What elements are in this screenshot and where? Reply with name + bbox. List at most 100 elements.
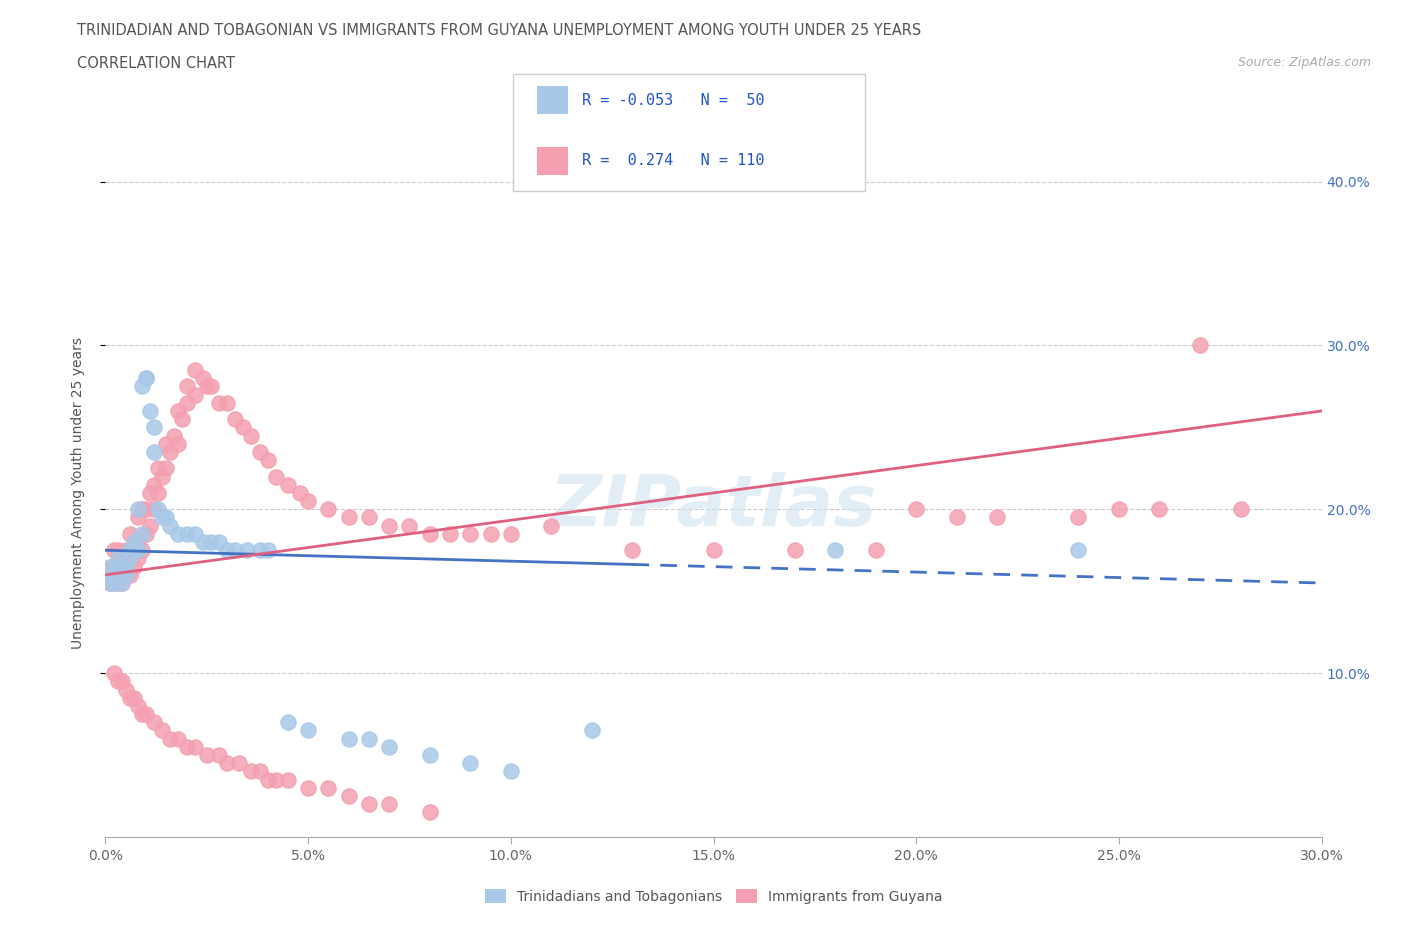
Point	[217, 756, 239, 771]
Point	[256, 543, 278, 558]
Text: CORRELATION CHART: CORRELATION CHART	[77, 56, 235, 71]
Point	[419, 526, 441, 541]
Point	[357, 797, 380, 812]
Point	[176, 379, 198, 393]
Point	[499, 526, 522, 541]
Point	[127, 510, 149, 525]
Point	[208, 535, 231, 550]
Point	[98, 576, 121, 591]
Point	[240, 428, 263, 443]
Point	[139, 485, 162, 500]
Point	[146, 485, 169, 500]
Point	[155, 510, 177, 525]
Point	[183, 387, 205, 402]
Point	[114, 567, 136, 582]
Text: R = -0.053   N =  50: R = -0.053 N = 50	[582, 93, 765, 108]
Point	[217, 395, 239, 410]
Point	[107, 551, 129, 565]
Point	[131, 526, 153, 541]
Point	[419, 748, 441, 763]
Point	[155, 461, 177, 476]
Point	[318, 502, 340, 517]
Point	[146, 502, 169, 517]
Point	[277, 715, 299, 730]
Legend: Trinidadians and Tobagonians, Immigrants from Guyana: Trinidadians and Tobagonians, Immigrants…	[479, 884, 948, 910]
Point	[143, 502, 166, 517]
Point	[172, 412, 194, 427]
Point	[183, 526, 205, 541]
Point	[135, 526, 157, 541]
Point	[195, 379, 218, 393]
Point	[232, 420, 254, 435]
Text: TRINIDADIAN AND TOBAGONIAN VS IMMIGRANTS FROM GUYANA UNEMPLOYMENT AMONG YOUTH UN: TRINIDADIAN AND TOBAGONIAN VS IMMIGRANTS…	[77, 23, 921, 38]
Point	[905, 502, 928, 517]
Point	[479, 526, 502, 541]
Point	[337, 789, 360, 804]
Text: Source: ZipAtlas.com: Source: ZipAtlas.com	[1237, 56, 1371, 69]
Point	[118, 567, 141, 582]
Point	[419, 805, 441, 820]
Point	[297, 494, 319, 509]
Point	[208, 395, 231, 410]
Point	[143, 477, 166, 492]
Point	[458, 526, 481, 541]
Point	[127, 535, 149, 550]
Point	[439, 526, 461, 541]
Point	[114, 567, 136, 582]
Point	[195, 748, 218, 763]
Point	[337, 510, 360, 525]
Point	[176, 526, 198, 541]
Point	[103, 567, 125, 582]
Point	[163, 428, 186, 443]
Point	[118, 543, 141, 558]
Point	[131, 707, 153, 722]
Point	[458, 756, 481, 771]
Point	[702, 543, 725, 558]
Point	[139, 404, 162, 418]
Point	[167, 436, 190, 451]
Point	[98, 559, 121, 574]
Point	[135, 371, 157, 386]
Point	[114, 682, 136, 697]
Point	[131, 502, 153, 517]
Point	[111, 576, 134, 591]
Point	[155, 436, 177, 451]
Point	[107, 559, 129, 574]
Point	[277, 772, 299, 787]
Point	[107, 674, 129, 689]
Point	[499, 764, 522, 779]
Point	[107, 543, 129, 558]
Point	[118, 551, 141, 565]
Point	[127, 543, 149, 558]
Point	[621, 543, 644, 558]
Point	[143, 420, 166, 435]
Point	[143, 445, 166, 459]
Point	[107, 567, 129, 582]
Point	[135, 502, 157, 517]
Point	[1108, 502, 1130, 517]
Point	[150, 723, 173, 737]
Point	[256, 772, 278, 787]
Point	[111, 559, 134, 574]
Point	[122, 543, 145, 558]
Point	[159, 731, 181, 746]
Point	[122, 559, 145, 574]
Point	[122, 535, 145, 550]
Point	[114, 543, 136, 558]
Point	[249, 445, 271, 459]
Point	[357, 731, 380, 746]
Point	[150, 469, 173, 484]
Point	[167, 404, 190, 418]
Point	[986, 510, 1008, 525]
Point	[98, 576, 121, 591]
Point	[167, 526, 190, 541]
Point	[176, 739, 198, 754]
Point	[357, 510, 380, 525]
Point	[240, 764, 263, 779]
Point	[783, 543, 806, 558]
Point	[236, 543, 259, 558]
Point	[176, 395, 198, 410]
Point	[118, 690, 141, 705]
Point	[540, 518, 562, 533]
Point	[103, 576, 125, 591]
